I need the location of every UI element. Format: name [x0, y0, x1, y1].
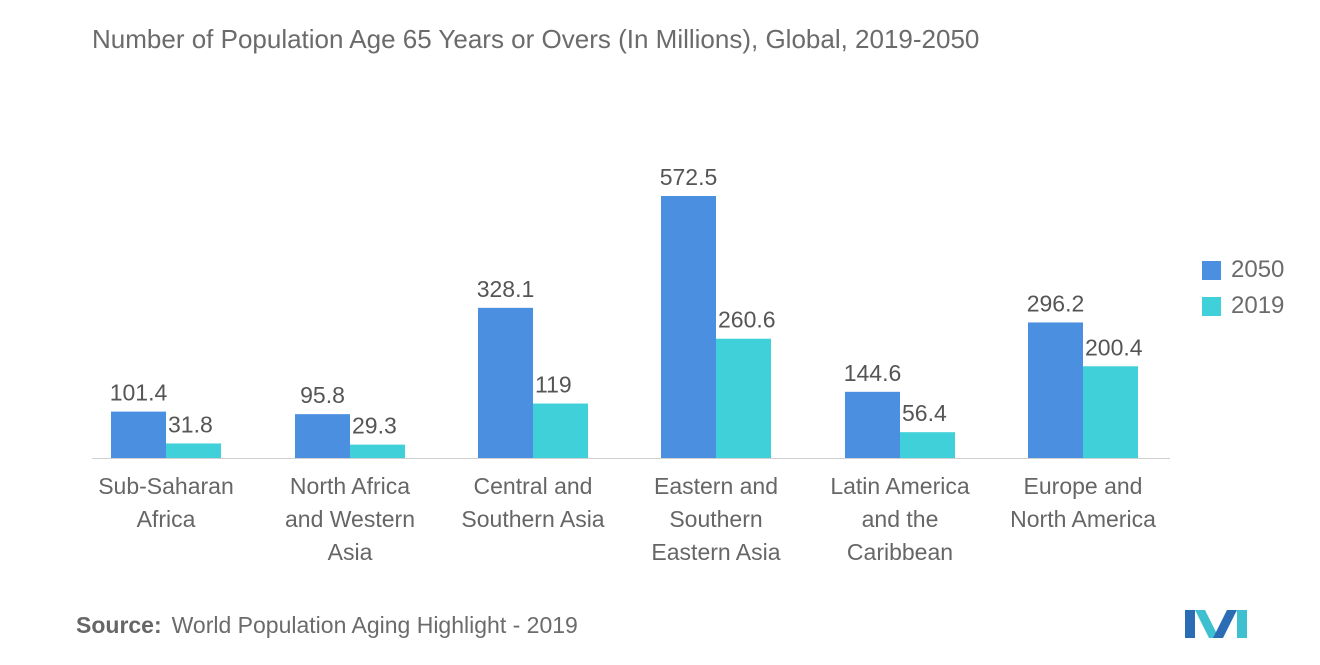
category-label-5-0: Europe and [1024, 473, 1143, 499]
bar-2019-0 [166, 443, 221, 458]
chart-title: Number of Population Age 65 Years or Ove… [92, 24, 980, 54]
data-label-2019-2: 119 [535, 372, 572, 398]
data-label-2050-1: 95.8 [300, 382, 345, 408]
data-label-2019-0: 31.8 [168, 411, 213, 437]
bar-2050-1 [295, 414, 350, 458]
data-label-2050-2: 328.1 [477, 276, 535, 302]
bar-2050-0 [111, 411, 166, 458]
source-text: World Population Aging Highlight - 2019 [171, 612, 578, 638]
bar-2019-1 [350, 444, 405, 458]
bar-2050-5 [1028, 322, 1083, 458]
data-label-2050-0: 101.4 [110, 380, 168, 406]
data-label-2019-3: 260.6 [718, 307, 776, 333]
category-label-2-1: Southern Asia [461, 506, 604, 532]
data-label-2019-4: 56.4 [902, 400, 947, 426]
legend-label-2019: 2019 [1231, 292, 1285, 319]
category-label-1-0: North Africa [290, 473, 410, 499]
bar-2019-2 [533, 403, 588, 458]
bar-2019-4 [900, 432, 955, 458]
data-label-2050-4: 144.6 [844, 360, 902, 386]
bar-2050-2 [478, 307, 533, 458]
data-label-2050-5: 296.2 [1027, 290, 1085, 316]
bar-2050-3 [661, 196, 716, 458]
category-label-3-2: Eastern Asia [651, 539, 780, 565]
source-label: Source: [76, 612, 162, 638]
category-label-3-1: Southern [669, 506, 762, 532]
category-label-4-0: Latin America [830, 473, 970, 499]
legend-swatch-2019 [1202, 296, 1221, 316]
legend: 2050 2019 [1202, 252, 1284, 324]
legend-item-2050: 2050 [1202, 252, 1284, 288]
category-label-0-1: Africa [137, 506, 196, 532]
bar-chart: 101.431.8 Sub-Saharan Africa 95.8 29.3 North … [92, 164, 1170, 565]
legend-label-2050: 2050 [1231, 256, 1285, 283]
mordor-intelligence-logo-icon [1185, 610, 1247, 638]
data-label-2019-5: 200.4 [1085, 334, 1143, 360]
data-label-2050-3: 572.5 [660, 164, 718, 190]
bar-2019-3 [716, 338, 771, 458]
source-note: Source: World Population Aging Highlight … [76, 612, 578, 639]
bar-2019-5 [1083, 366, 1138, 458]
category-label-1-1: and Western [285, 506, 415, 532]
category-label-4-1: and the [862, 506, 939, 532]
category-label-2-0: Central and [474, 473, 593, 499]
category-label-5-1: North America [1010, 506, 1156, 532]
data-label-2019-1: 29.3 [352, 413, 397, 439]
legend-swatch-2050 [1202, 260, 1221, 280]
category-label-3-0: Eastern and [654, 473, 778, 499]
category-label-0-0: Sub-Saharan [98, 473, 234, 499]
bar-2050-4 [845, 391, 900, 458]
category-label-1-2: Asia [328, 539, 373, 565]
legend-item-2019: 2019 [1202, 288, 1284, 324]
category-label-4-2: Caribbean [847, 539, 953, 565]
